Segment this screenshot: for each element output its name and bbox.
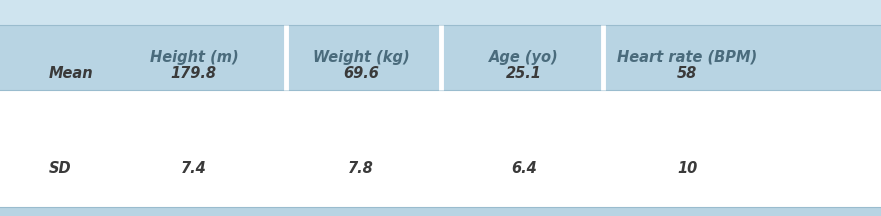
Text: Weight (kg): Weight (kg) — [313, 50, 410, 65]
FancyBboxPatch shape — [0, 25, 881, 90]
FancyBboxPatch shape — [0, 207, 881, 216]
Text: 7.8: 7.8 — [348, 161, 374, 176]
Text: 6.4: 6.4 — [511, 161, 537, 176]
Text: 58: 58 — [677, 66, 697, 81]
Text: Age (yo): Age (yo) — [489, 50, 559, 65]
Text: 10: 10 — [677, 161, 697, 176]
Text: SD: SD — [48, 161, 71, 176]
Text: Height (m): Height (m) — [150, 50, 238, 65]
Text: Mean: Mean — [48, 66, 93, 81]
Text: Heart rate (BPM): Heart rate (BPM) — [617, 50, 758, 65]
Text: 69.6: 69.6 — [344, 66, 379, 81]
FancyBboxPatch shape — [0, 90, 881, 207]
Text: 179.8: 179.8 — [171, 66, 217, 81]
Text: 7.4: 7.4 — [181, 161, 207, 176]
FancyBboxPatch shape — [0, 0, 881, 25]
Text: 25.1: 25.1 — [507, 66, 542, 81]
